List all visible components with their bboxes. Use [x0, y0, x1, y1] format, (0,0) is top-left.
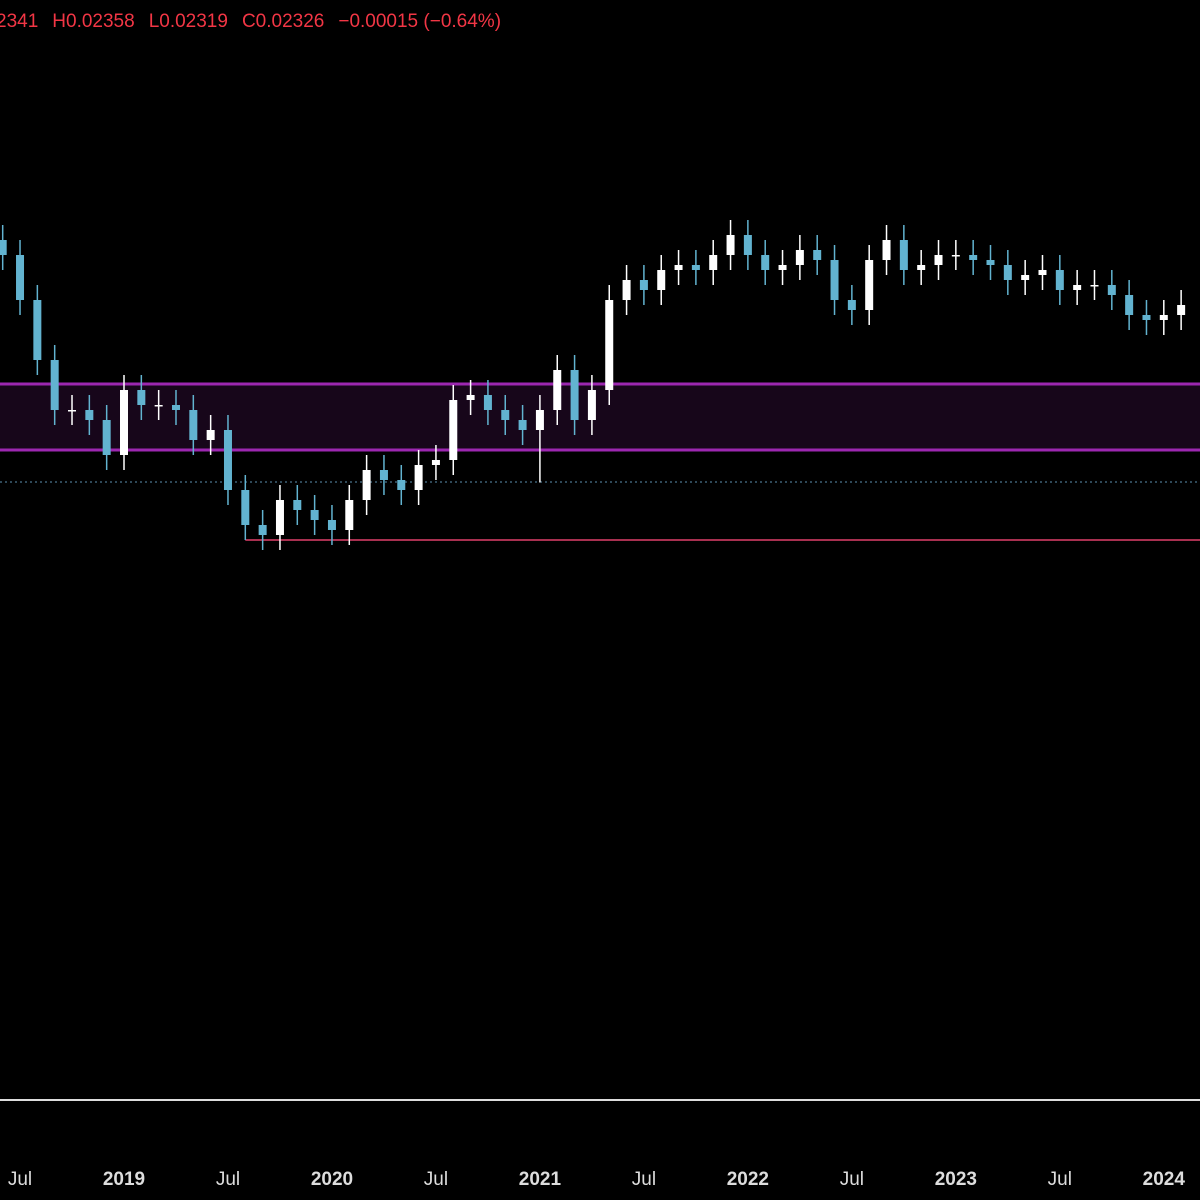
candle-body	[899, 240, 908, 270]
candle-body	[501, 410, 510, 420]
ohlc-value: −0.00015 (−0.64%)	[338, 11, 501, 32]
candle-body	[639, 280, 648, 290]
candle-body	[1125, 295, 1134, 315]
candle-body	[50, 360, 59, 410]
candle-body	[605, 300, 614, 390]
candle-body	[414, 465, 423, 490]
candle-body	[449, 400, 458, 460]
candle-body	[379, 470, 388, 480]
x-tick-label: Jul	[216, 1169, 240, 1190]
candle-body	[1159, 315, 1168, 320]
candle-body	[761, 255, 770, 270]
candle-body	[795, 250, 804, 265]
x-tick-label: 2022	[727, 1169, 769, 1190]
candle-body	[293, 500, 302, 510]
candle-body	[691, 265, 700, 270]
candle-body	[466, 395, 475, 400]
zone	[0, 384, 1200, 450]
candle-body	[102, 420, 111, 455]
candle-body	[986, 260, 995, 265]
candle-body	[1090, 285, 1099, 287]
x-tick-label: 2024	[1143, 1169, 1186, 1190]
candle-body	[709, 255, 718, 270]
candle-body	[743, 235, 752, 255]
candle-body	[1003, 265, 1012, 280]
x-tick-label: 2020	[311, 1169, 353, 1190]
x-tick-label: 2021	[519, 1169, 562, 1190]
candle-body	[85, 410, 94, 420]
candle-body	[241, 490, 250, 525]
candle-body	[275, 500, 284, 535]
x-tick-label: Jul	[632, 1169, 656, 1190]
x-tick-label: Jul	[840, 1169, 864, 1190]
candle-body	[535, 410, 544, 430]
candle-body	[16, 255, 25, 300]
candle-body	[1038, 270, 1047, 275]
candle-body	[310, 510, 319, 520]
ohlc-value: C0.02326	[242, 11, 324, 32]
ohlc-value: 2341	[0, 11, 38, 32]
candle-body	[171, 405, 180, 410]
candle-body	[327, 520, 336, 530]
candle-body	[1021, 275, 1030, 280]
x-tick-label: 2023	[935, 1169, 977, 1190]
candle-body	[726, 235, 735, 255]
candle-body	[518, 420, 527, 430]
candle-body	[1177, 305, 1186, 315]
candle-body	[0, 240, 7, 255]
candle-body	[969, 255, 978, 260]
candle-body	[345, 500, 354, 530]
candle-body	[1107, 285, 1116, 295]
candle-body	[934, 255, 943, 265]
candle-body	[483, 395, 492, 410]
candle-body	[917, 265, 926, 270]
candle-body	[570, 370, 579, 420]
candle-body	[778, 265, 787, 270]
candle-body	[223, 430, 232, 490]
x-tick-label: Jul	[1048, 1169, 1072, 1190]
candle-body	[431, 460, 440, 465]
candle-body	[258, 525, 267, 535]
candle-body	[587, 390, 596, 420]
candle-body	[33, 300, 42, 360]
candle-body	[397, 480, 406, 490]
x-tick-label: 2019	[103, 1169, 145, 1190]
candle-body	[189, 410, 198, 440]
candle-body	[1142, 315, 1151, 320]
candle-body	[847, 300, 856, 310]
candle-body	[865, 260, 874, 310]
ohlc-value: H0.02358	[52, 11, 134, 32]
x-tick-label: Jul	[8, 1169, 32, 1190]
candle-body	[830, 260, 839, 300]
candle-body	[1055, 270, 1064, 290]
x-tick-label: Jul	[424, 1169, 448, 1190]
candle-body	[674, 265, 683, 270]
ohlc-value: L0.02319	[149, 11, 228, 32]
candle-body	[362, 470, 371, 500]
candle-body	[657, 270, 666, 290]
candle-body	[68, 410, 77, 412]
candle-body	[622, 280, 631, 300]
candle-body	[120, 390, 128, 455]
candle-body	[154, 405, 163, 407]
candle-body	[813, 250, 822, 260]
candle-body	[951, 255, 960, 257]
candle-body	[137, 390, 146, 405]
candle-body	[206, 430, 215, 440]
candle-body	[1073, 285, 1082, 290]
candle-body	[553, 370, 562, 410]
candle-body	[882, 240, 891, 260]
